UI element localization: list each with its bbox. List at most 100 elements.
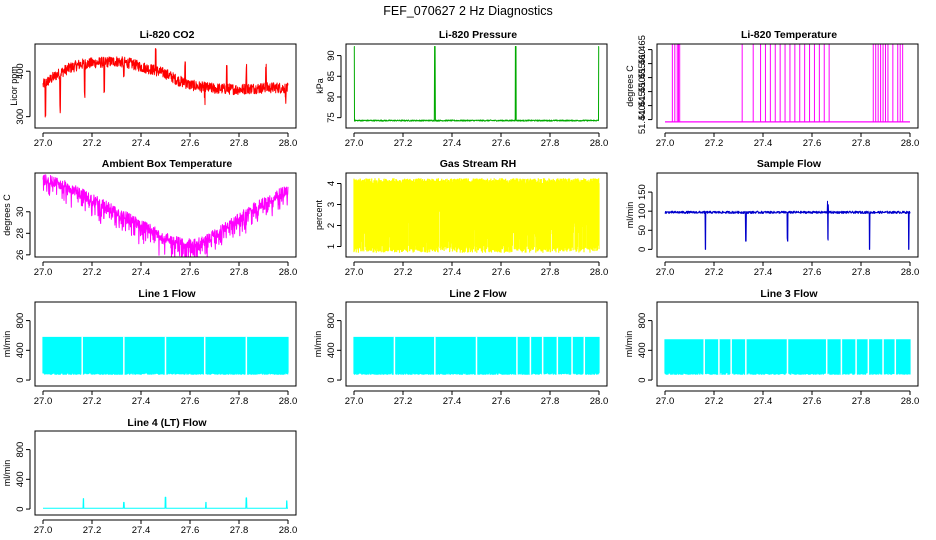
series-licor_temp bbox=[665, 44, 910, 123]
x-tick-label: 27.8 bbox=[852, 267, 871, 278]
panel-title: Line 4 (LT) Flow bbox=[127, 417, 207, 429]
y-axis: 75 80 85 90 bbox=[326, 50, 342, 123]
x-tick-label: 27.4 bbox=[132, 138, 151, 149]
x-tick-label: 27.8 bbox=[541, 396, 560, 407]
panel-pressure: Li-820 Pressure kPa 27.0 27.2 27.4 27.6 27.8… bbox=[315, 29, 608, 149]
y-axis-label: ml/min bbox=[624, 331, 634, 358]
panel-sample-flow: Sample Flow ml/min 27.0 27.2 27.4 27.6 27.8 2… bbox=[625, 158, 919, 278]
panel-line1-flow: Line 1 Flow ml/min 27.0 27.2 27.4 27.6 27.8 2… bbox=[2, 288, 297, 407]
y-axis: 0 400 800 bbox=[15, 442, 31, 512]
y-tick-label: 0 bbox=[326, 377, 337, 382]
x-axis: 27.0 27.2 27.4 27.6 27.8 28.0 bbox=[345, 390, 609, 407]
y-tick-label: 0 bbox=[637, 377, 648, 382]
y-tick-label: 28 bbox=[15, 228, 26, 239]
plot-frame bbox=[656, 172, 919, 258]
series-band bbox=[353, 178, 600, 253]
x-tick-label: 27.0 bbox=[656, 267, 675, 278]
panel-title: Li-820 CO2 bbox=[140, 29, 195, 41]
x-tick-label: 27.8 bbox=[230, 396, 249, 407]
x-axis: 27.0 27.2 27.4 27.6 27.8 28.0 bbox=[34, 132, 297, 149]
series-pressure bbox=[353, 46, 600, 122]
x-tick-label: 27.2 bbox=[83, 267, 102, 278]
panel-title: Ambient Box Temperature bbox=[102, 158, 233, 170]
x-tick-label: 28.0 bbox=[590, 396, 609, 407]
plot-frame bbox=[34, 43, 297, 129]
x-tick-label: 27.4 bbox=[443, 138, 462, 149]
y-axis: 0 400 800 bbox=[637, 313, 653, 383]
x-tick-label: 27.4 bbox=[132, 396, 151, 407]
panel-line4-flow: Line 4 (LT) Flow ml/min 27.0 27.2 27.4 27.6… bbox=[2, 417, 297, 536]
figure-title: FEF_070627 2 Hz Diagnostics bbox=[383, 4, 553, 18]
y-tick-label: 800 bbox=[326, 313, 337, 329]
series-line bbox=[664, 200, 911, 250]
panel-licor-temperature: Li-820 Temperature degrees C 27.0 27.2 27.… bbox=[625, 29, 919, 149]
series-line3 bbox=[664, 339, 911, 375]
panel-title: Li-820 Temperature bbox=[741, 29, 837, 41]
x-tick-label: 27.8 bbox=[230, 138, 249, 149]
x-tick-label: 27.0 bbox=[656, 138, 675, 149]
y-tick-label: 51.450 bbox=[637, 77, 648, 106]
panel-title: Line 1 Flow bbox=[138, 288, 196, 300]
plot-frame bbox=[34, 172, 297, 258]
x-tick-label: 27.0 bbox=[345, 267, 364, 278]
y-tick-label: 51.455 bbox=[637, 63, 648, 92]
y-tick-label: 51.440 bbox=[637, 105, 648, 134]
x-tick-label: 27.2 bbox=[705, 138, 724, 149]
y-tick-label: 51.445 bbox=[637, 91, 648, 120]
y-axis-label: ml/min bbox=[625, 202, 635, 229]
panel-title: Li-820 Pressure bbox=[439, 29, 517, 41]
plot-frame bbox=[34, 430, 297, 516]
y-tick-label: 30 bbox=[15, 206, 26, 217]
y-tick-label: 51.460 bbox=[637, 49, 648, 78]
x-tick-label: 27.6 bbox=[181, 267, 200, 278]
y-tick-label: 400 bbox=[15, 342, 26, 358]
x-tick-label: 27.0 bbox=[345, 138, 364, 149]
panel-box-temperature: Ambient Box Temperature degrees C 27.0 27… bbox=[2, 158, 297, 278]
x-tick-label: 27.2 bbox=[83, 138, 102, 149]
x-tick-label: 28.0 bbox=[279, 525, 298, 536]
series-band bbox=[664, 339, 911, 375]
plot-frame bbox=[345, 172, 608, 258]
x-tick-label: 27.6 bbox=[492, 396, 511, 407]
x-axis: 27.0 27.2 27.4 27.6 27.8 28.0 bbox=[656, 132, 919, 149]
series-line4 bbox=[42, 496, 289, 509]
y-tick-label: 0 bbox=[15, 377, 26, 382]
y-axis-label: ml/min bbox=[2, 331, 12, 358]
x-tick-label: 27.4 bbox=[132, 267, 151, 278]
panel-title: Line 2 Flow bbox=[449, 288, 507, 300]
y-axis: 0 400 800 bbox=[15, 313, 31, 383]
x-tick-label: 27.0 bbox=[34, 267, 53, 278]
y-tick-label: 3 bbox=[326, 202, 337, 207]
x-tick-label: 27.6 bbox=[803, 138, 822, 149]
y-tick-label: 100 bbox=[637, 203, 648, 219]
plot-frame bbox=[345, 43, 608, 129]
x-tick-label: 27.6 bbox=[803, 267, 822, 278]
y-tick-label: 800 bbox=[15, 442, 26, 458]
x-axis: 27.0 27.2 27.4 27.6 27.8 28.0 bbox=[656, 261, 919, 278]
x-tick-label: 27.2 bbox=[705, 267, 724, 278]
x-tick-label: 27.6 bbox=[803, 396, 822, 407]
y-axis-label: degrees C bbox=[625, 65, 635, 107]
y-tick-label: 400 bbox=[637, 342, 648, 358]
x-tick-label: 27.8 bbox=[852, 138, 871, 149]
x-axis: 27.0 27.2 27.4 27.6 27.8 28.0 bbox=[345, 132, 608, 149]
x-axis: 27.0 27.2 27.4 27.6 27.8 28.0 bbox=[34, 390, 297, 407]
x-tick-label: 27.4 bbox=[754, 138, 773, 149]
x-tick-label: 27.6 bbox=[181, 138, 200, 149]
panel-title: Gas Stream RH bbox=[440, 158, 516, 170]
panel-title: Sample Flow bbox=[757, 158, 822, 170]
x-tick-label: 27.6 bbox=[181, 525, 200, 536]
y-tick-label: 2 bbox=[326, 223, 337, 228]
y-tick-label: 50 bbox=[637, 225, 648, 236]
x-tick-label: 27.0 bbox=[345, 396, 364, 407]
y-axis: 26 28 30 bbox=[15, 206, 31, 260]
series-line1 bbox=[42, 336, 289, 375]
x-tick-label: 27.8 bbox=[541, 138, 560, 149]
y-axis: 300 400 bbox=[15, 63, 31, 125]
x-tick-label: 27.2 bbox=[83, 396, 102, 407]
y-axis-label: ml/min bbox=[313, 331, 323, 358]
y-tick-label: 800 bbox=[637, 313, 648, 329]
y-axis: 1 2 3 4 bbox=[326, 181, 342, 249]
x-tick-label: 27.2 bbox=[394, 396, 413, 407]
